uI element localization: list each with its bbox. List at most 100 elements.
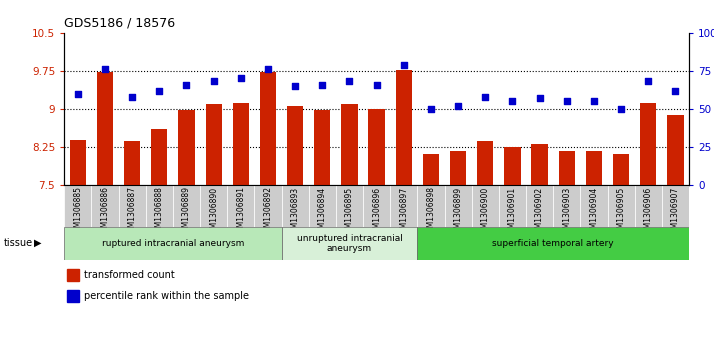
Text: GSM1306904: GSM1306904 [590, 186, 598, 238]
Bar [504, 147, 521, 185]
Text: tissue: tissue [4, 238, 33, 248]
Text: GSM1306907: GSM1306907 [671, 186, 680, 238]
Text: GSM1306886: GSM1306886 [101, 186, 109, 237]
Bar [119, 185, 146, 227]
Bar [173, 185, 200, 227]
Text: GSM1306897: GSM1306897 [399, 186, 408, 237]
Text: ▶: ▶ [34, 238, 42, 248]
Bar [124, 142, 141, 185]
Bar [64, 185, 91, 227]
Text: GSM1306892: GSM1306892 [263, 186, 273, 237]
Bar [67, 269, 79, 281]
Bar [580, 185, 608, 227]
Point [507, 98, 518, 104]
Point [480, 94, 491, 99]
Text: GSM1306891: GSM1306891 [236, 186, 246, 237]
Bar [418, 227, 689, 260]
Bar [558, 151, 575, 185]
Point [235, 76, 246, 81]
Bar [450, 151, 466, 185]
Text: GSM1306903: GSM1306903 [563, 186, 571, 238]
Point [398, 62, 410, 68]
Point [99, 66, 111, 72]
Bar [70, 140, 86, 185]
Bar [472, 185, 499, 227]
Bar [314, 110, 331, 185]
Bar [368, 109, 385, 185]
Point [72, 91, 84, 97]
Text: GSM1306902: GSM1306902 [535, 186, 544, 237]
Point [561, 98, 573, 104]
Bar [363, 185, 391, 227]
Point [670, 88, 681, 94]
Point [453, 103, 464, 109]
Text: superficial temporal artery: superficial temporal artery [493, 239, 614, 248]
Point [126, 94, 138, 99]
Bar [151, 129, 168, 185]
Text: GSM1306890: GSM1306890 [209, 186, 218, 237]
Bar [64, 227, 281, 260]
Bar [67, 290, 79, 302]
Text: GSM1306901: GSM1306901 [508, 186, 517, 237]
Bar [526, 185, 553, 227]
Bar [341, 104, 358, 185]
Point [289, 83, 301, 89]
Bar [640, 103, 656, 185]
Point [371, 82, 383, 87]
Bar [668, 115, 683, 185]
Bar [445, 185, 472, 227]
Text: GSM1306889: GSM1306889 [182, 186, 191, 237]
Text: GSM1306900: GSM1306900 [481, 186, 490, 238]
Text: GSM1306905: GSM1306905 [617, 186, 625, 238]
Bar [281, 185, 308, 227]
Bar [287, 106, 303, 185]
Bar [281, 227, 418, 260]
Bar [178, 110, 195, 185]
Text: GSM1306898: GSM1306898 [426, 186, 436, 237]
Text: GSM1306888: GSM1306888 [155, 186, 164, 237]
Point [181, 82, 192, 87]
Bar [553, 185, 580, 227]
Text: transformed count: transformed count [84, 270, 175, 280]
Bar [91, 185, 119, 227]
Text: ruptured intracranial aneurysm: ruptured intracranial aneurysm [101, 239, 244, 248]
Bar [146, 185, 173, 227]
Bar [254, 185, 281, 227]
Bar [662, 185, 689, 227]
Bar [613, 154, 629, 185]
Bar [206, 104, 222, 185]
Text: GSM1306893: GSM1306893 [291, 186, 300, 237]
Text: GSM1306895: GSM1306895 [345, 186, 354, 237]
Bar [531, 144, 548, 185]
Point [426, 106, 437, 112]
Bar [227, 185, 254, 227]
Point [588, 98, 600, 104]
Bar [608, 185, 635, 227]
Text: GSM1306899: GSM1306899 [453, 186, 463, 237]
Point [534, 95, 545, 101]
Text: GDS5186 / 18576: GDS5186 / 18576 [64, 16, 176, 29]
Bar [635, 185, 662, 227]
Bar [499, 185, 526, 227]
Bar [418, 185, 445, 227]
Point [208, 78, 219, 84]
Text: GSM1306887: GSM1306887 [128, 186, 136, 237]
Bar [233, 103, 249, 185]
Point [262, 66, 273, 72]
Bar [336, 185, 363, 227]
Bar [308, 185, 336, 227]
Point [154, 88, 165, 94]
Text: GSM1306885: GSM1306885 [74, 186, 82, 237]
Text: GSM1306906: GSM1306906 [644, 186, 653, 238]
Bar [477, 142, 493, 185]
Point [615, 106, 627, 112]
Bar [396, 70, 412, 185]
Text: GSM1306894: GSM1306894 [318, 186, 327, 237]
Point [343, 78, 355, 84]
Bar [423, 154, 439, 185]
Text: GSM1306896: GSM1306896 [372, 186, 381, 237]
Bar [391, 185, 418, 227]
Point [643, 78, 654, 84]
Bar [200, 185, 227, 227]
Bar [585, 151, 602, 185]
